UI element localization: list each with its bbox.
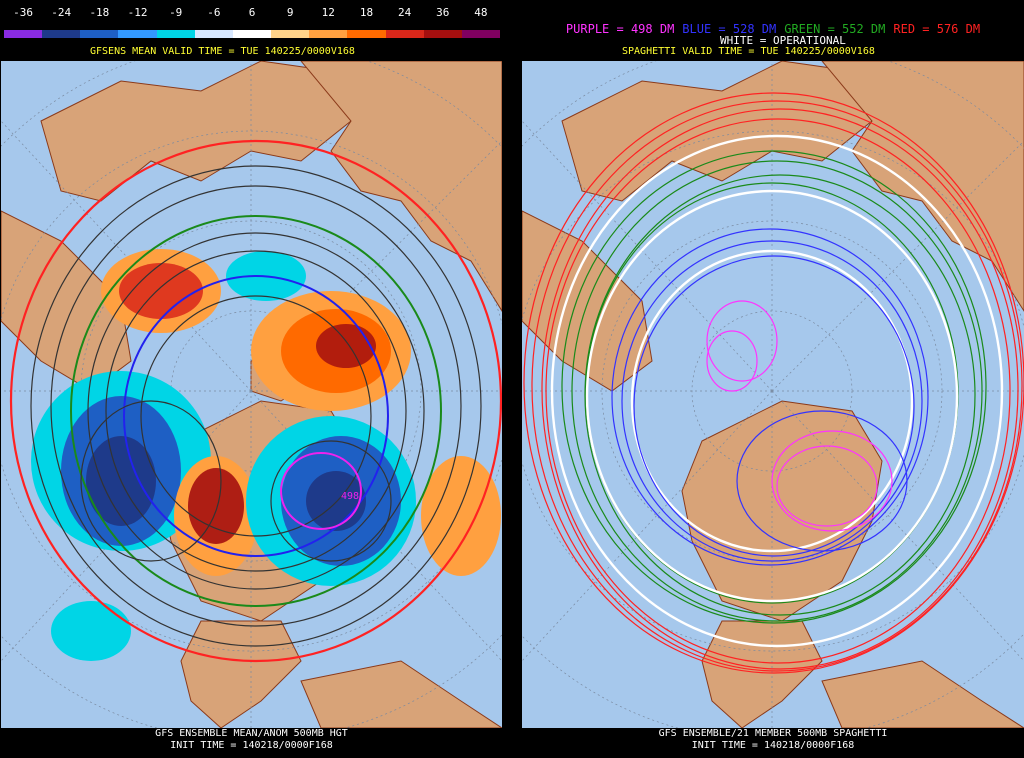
legend-entry: PURPLE = 498 DM (565, 22, 675, 36)
colorbar-label: -12 (127, 6, 148, 19)
left-footer-line1: GFS ENSEMBLE MEAN/ANOM 500MB HGT (155, 728, 348, 739)
colorbar-label: -36 (13, 6, 33, 19)
operational-label: WHITE = OPERATIONAL (720, 34, 846, 47)
colorbar-swatch (118, 30, 157, 38)
left-valid-time-title: GFSENS MEAN VALID TIME = TUE 140225/0000… (90, 46, 355, 57)
colorbar-swatch (156, 30, 195, 38)
contour-color-legend: PURPLE = 498 DM BLUE = 528 DM GREEN = 552 … (522, 22, 1024, 36)
ensemble-mean-panel: -36 -24 -18 -12 -9 -6 6 9 12 18 24 36 48 GFSENS MEAN… (0, 0, 503, 758)
colorbar-label: 36 (436, 6, 450, 19)
spaghetti-contours (523, 92, 1024, 674)
red-576-contours (523, 92, 1024, 674)
operational-contours (550, 134, 1004, 648)
colorbar-label: 18 (359, 6, 374, 19)
colorbar-label: -6 (207, 6, 221, 19)
legend-entry: RED = 576 DM (893, 22, 981, 36)
colorbar-label: 48 (474, 6, 488, 19)
colorbar-label: 12 (321, 6, 335, 19)
spaghetti-map (522, 61, 1024, 728)
right-footer-line2: INIT TIME = 140218/0000F168 (691, 740, 855, 751)
colorbar-label: -9 (169, 6, 183, 19)
colorbar-label: 9 (286, 6, 294, 19)
blue-528-contours (611, 228, 929, 566)
right-footer-line1: GFS ENSEMBLE/21 MEMBER 500MB SPAGHETTI (658, 728, 888, 739)
colorbar-label: -18 (89, 6, 110, 19)
ensemble-mean-map: 498 (1, 61, 502, 728)
colorbar-swatch (347, 30, 386, 38)
right-valid-time-title: SPAGHETTI VALID TIME = TUE 140225/0000V1… (622, 46, 875, 57)
colorbar-swatch (4, 30, 43, 38)
colorbar-swatch (42, 30, 81, 38)
colorbar-swatch (232, 30, 272, 38)
left-footer-line2: INIT TIME = 140218/0000F168 (170, 740, 333, 751)
contour-value-label: 498 (341, 491, 359, 502)
colorbar-label: -24 (51, 6, 72, 19)
colorbar-swatch (385, 30, 424, 38)
colorbar-labels: -36 -24 -18 -12 -9 -6 6 9 12 18 24 36 48 (4, 6, 500, 22)
colorbar-swatch (80, 30, 119, 38)
height-contours (9, 139, 502, 663)
legend-entry: BLUE = 528 DM (682, 22, 777, 36)
colorbar-swatch (309, 30, 348, 38)
colorbar-swatch (461, 30, 501, 38)
colorbar-swatch (423, 30, 462, 38)
legend-entry: GREEN = 552 DM (784, 22, 886, 36)
purple-498-contours (706, 300, 893, 532)
spaghetti-panel: PURPLE = 498 DM BLUE = 528 DM GREEN = 552 … (522, 0, 1024, 758)
colorbar-swatch (271, 30, 310, 38)
colorbar-strip (4, 30, 501, 38)
colorbar-label: 6 (248, 6, 256, 19)
colorbar-label: 24 (397, 6, 412, 19)
colorbar-swatch (194, 30, 233, 38)
